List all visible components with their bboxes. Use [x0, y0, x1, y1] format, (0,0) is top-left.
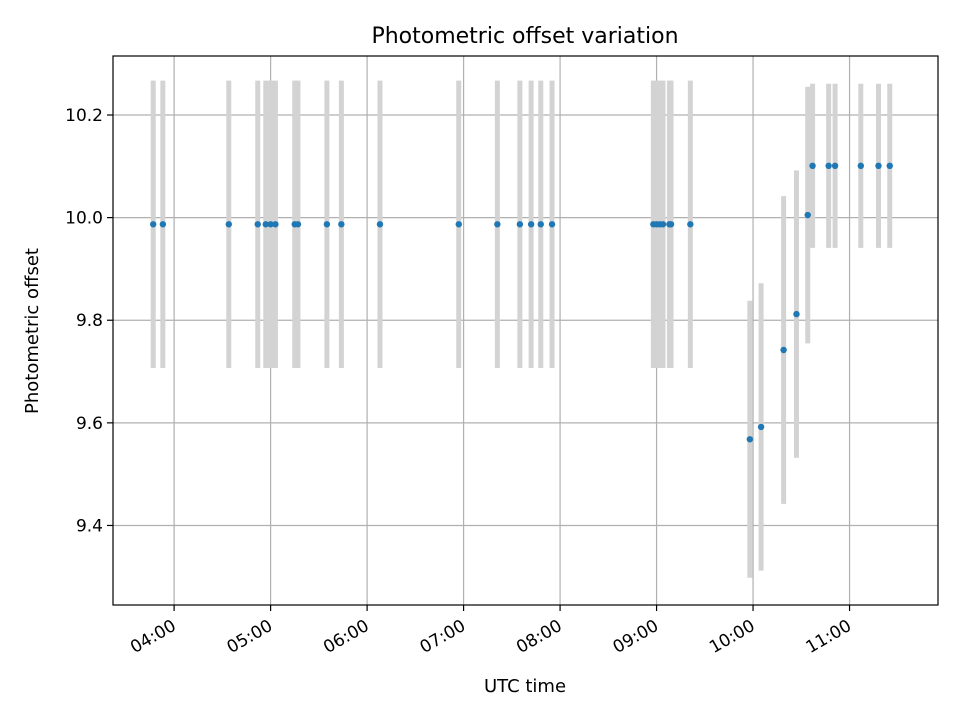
chart-title: Photometric offset variation — [371, 24, 678, 49]
y-tick-label: 10.2 — [65, 106, 103, 126]
plot-frame — [112, 55, 939, 606]
data-point — [667, 221, 675, 228]
data-point — [746, 436, 754, 443]
data-point — [537, 221, 544, 228]
y-tick-label: 9.4 — [76, 516, 103, 536]
data-point — [262, 221, 269, 228]
data-point — [527, 221, 535, 228]
data-point — [516, 221, 524, 228]
y-tick-label: 9.8 — [76, 311, 103, 331]
data-point — [376, 221, 384, 228]
data-point — [831, 162, 839, 169]
data-point — [254, 221, 261, 228]
data-point — [338, 221, 345, 228]
data-point — [267, 221, 274, 228]
data-point — [159, 221, 167, 228]
data-point — [548, 221, 556, 228]
data-point — [323, 221, 331, 228]
data-point — [793, 310, 800, 318]
x-axis-label: UTC time — [484, 676, 566, 697]
data-point — [886, 162, 893, 169]
data-points — [150, 162, 893, 443]
data-point — [455, 221, 462, 228]
data-point — [780, 346, 787, 354]
data-point — [857, 162, 865, 169]
data-point — [294, 221, 302, 228]
data-point — [225, 221, 232, 228]
data-point — [272, 221, 279, 228]
data-point — [875, 162, 882, 169]
data-point — [809, 162, 816, 169]
data-point — [804, 211, 811, 219]
y-axis-label: Photometric offset — [22, 248, 43, 414]
data-point — [757, 423, 765, 431]
data-point — [659, 221, 667, 228]
data-point — [825, 162, 832, 169]
data-point — [687, 221, 694, 228]
y-tick-label: 9.6 — [76, 414, 103, 434]
data-point — [494, 221, 501, 228]
data-point — [150, 221, 157, 228]
y-tick-label: 10.0 — [65, 209, 103, 229]
